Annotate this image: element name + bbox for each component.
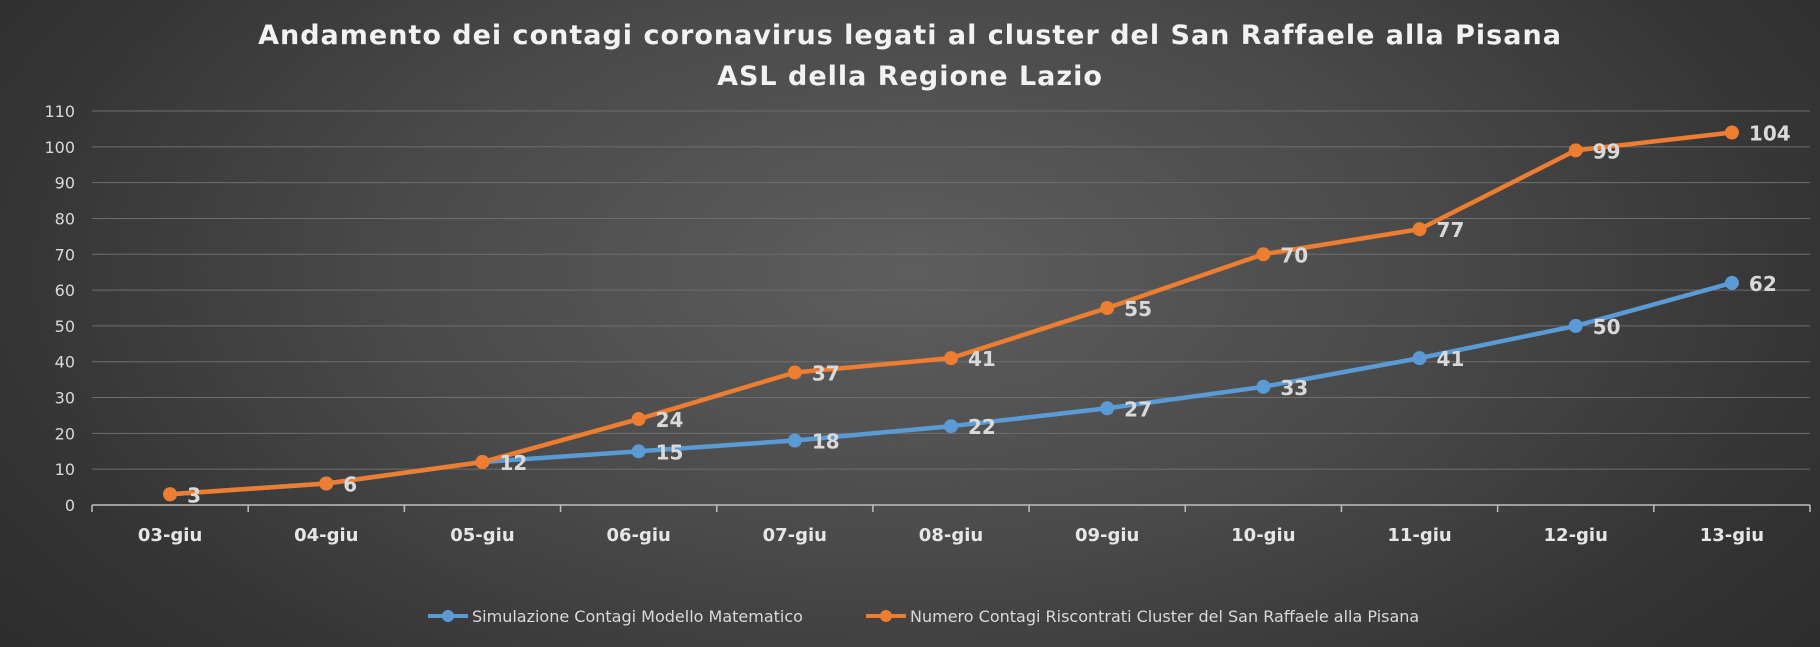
x-tick-label: 10-giu xyxy=(1231,525,1295,546)
data-label-series-2: 6 xyxy=(343,473,357,497)
data-point-series-1 xyxy=(1724,275,1739,290)
x-tick-label: 13-giu xyxy=(1700,525,1764,546)
x-tick-label: 03-giu xyxy=(138,525,202,546)
data-point-series-2 xyxy=(1100,301,1115,315)
y-tick-label: 0 xyxy=(65,496,75,515)
data-label-series-2: 24 xyxy=(656,408,684,432)
y-tick-label: 20 xyxy=(55,424,75,443)
data-label-series-1: 41 xyxy=(1437,347,1465,371)
data-label-series-2: 3 xyxy=(187,483,201,507)
data-label-series-1: 33 xyxy=(1280,376,1308,400)
legend-swatch-marker xyxy=(880,610,892,622)
data-label-series-1: 18 xyxy=(812,430,840,454)
x-tick-label: 08-giu xyxy=(919,525,983,546)
data-point-series-2 xyxy=(944,351,958,366)
data-point-series-2 xyxy=(631,412,646,427)
data-point-series-2 xyxy=(475,455,490,470)
series-line-1 xyxy=(167,280,1735,497)
legend-swatch-marker xyxy=(442,610,454,622)
data-label-series-2: 55 xyxy=(1124,297,1152,321)
y-tick-label: 50 xyxy=(55,317,75,336)
x-tick-label: 06-giu xyxy=(606,525,670,546)
data-label-series-1: 22 xyxy=(968,415,996,439)
data-label-series-2: 37 xyxy=(812,361,840,385)
legend-label: Simulazione Contagi Modello Matematico xyxy=(472,607,803,626)
y-tick-label: 110 xyxy=(44,102,75,121)
legend-label: Numero Contagi Riscontrati Cluster del S… xyxy=(910,607,1419,626)
data-label-series-1: 15 xyxy=(656,440,684,464)
data-label-series-2: 70 xyxy=(1280,243,1308,267)
x-tick-label: 09-giu xyxy=(1075,525,1139,546)
data-label-series-2: 41 xyxy=(968,347,996,371)
data-point-series-1 xyxy=(787,433,802,448)
data-label-series-1: 62 xyxy=(1749,272,1777,296)
data-label-series-1: 50 xyxy=(1593,315,1621,339)
x-tick-label: 12-giu xyxy=(1544,525,1608,546)
x-tick-label: 07-giu xyxy=(763,525,827,546)
y-tick-label: 30 xyxy=(55,389,75,408)
series-line-2 xyxy=(167,130,1735,497)
data-point-series-1 xyxy=(1568,318,1583,333)
y-tick-label: 10 xyxy=(55,460,75,479)
data-point-series-1 xyxy=(1100,401,1115,416)
data-point-series-1 xyxy=(1256,379,1271,394)
chart-subtitle: ASL della Regione Lazio xyxy=(717,61,1103,92)
y-tick-label: 100 xyxy=(44,138,75,157)
y-tick-label: 40 xyxy=(55,353,75,372)
y-tick-label: 70 xyxy=(55,245,75,264)
data-label-series-2: 77 xyxy=(1437,218,1465,242)
x-tick-label: 04-giu xyxy=(294,525,358,546)
x-tick-label: 11-giu xyxy=(1387,525,1451,546)
data-point-series-2 xyxy=(1568,143,1583,158)
data-point-series-1 xyxy=(1412,351,1427,366)
data-point-series-1 xyxy=(631,444,646,459)
data-point-series-2 xyxy=(1256,247,1271,262)
data-label-series-1: 27 xyxy=(1124,397,1152,421)
y-tick-label: 80 xyxy=(55,209,75,228)
y-tick-label: 90 xyxy=(55,174,75,193)
data-point-series-2 xyxy=(1724,125,1739,140)
data-point-series-2 xyxy=(787,365,802,380)
data-label-series-2: 99 xyxy=(1593,139,1621,163)
data-point-series-2 xyxy=(1412,222,1427,237)
data-label-series-2: 104 xyxy=(1749,121,1791,145)
data-point-series-2 xyxy=(319,476,334,491)
data-point-series-2 xyxy=(163,487,178,502)
data-point-series-1 xyxy=(944,419,958,434)
data-label-series-2: 12 xyxy=(499,451,527,475)
chart-title: Andamento dei contagi coronavirus legati… xyxy=(258,20,1562,51)
y-tick-label: 60 xyxy=(55,281,75,300)
x-tick-label: 05-giu xyxy=(450,525,514,546)
